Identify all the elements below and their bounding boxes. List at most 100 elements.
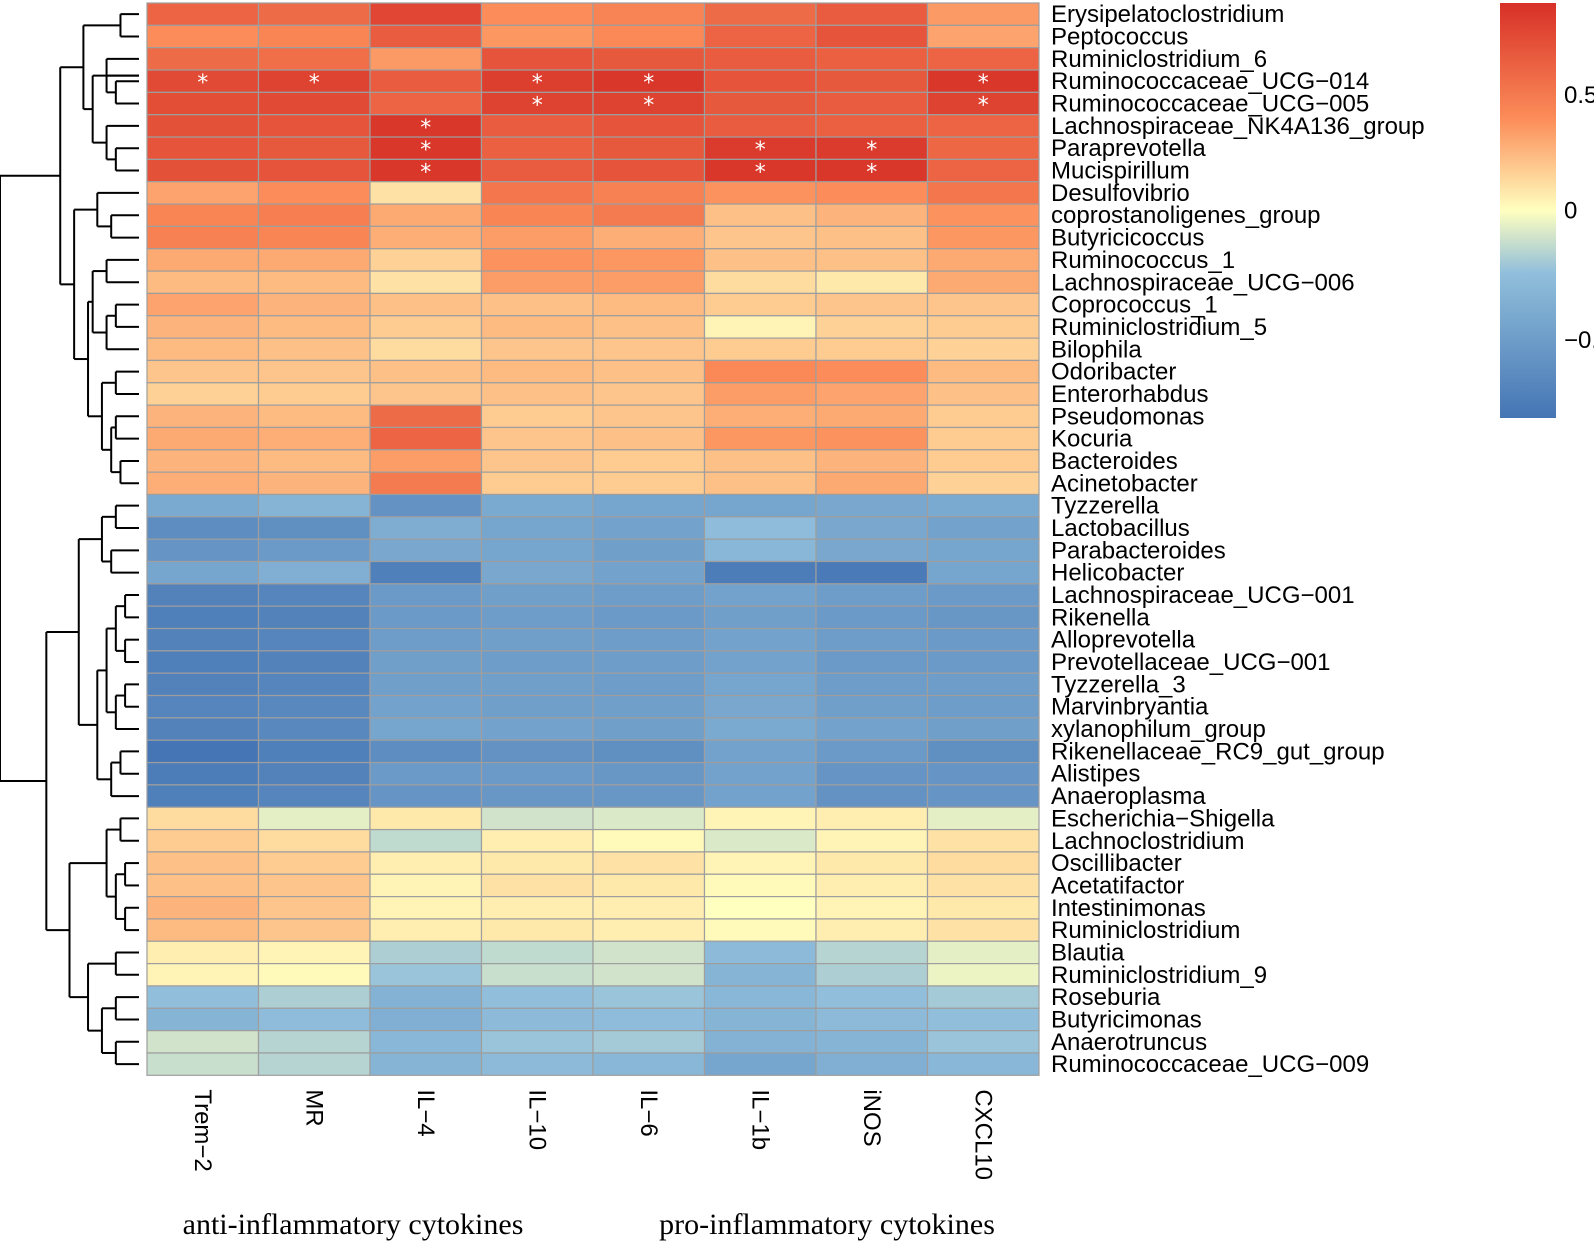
heatmap-cell <box>480 560 594 585</box>
heatmap-cell <box>703 650 817 674</box>
heatmap-cell <box>369 560 483 585</box>
heatmap-cell <box>146 873 260 898</box>
heatmap-cell <box>369 828 483 853</box>
heatmap-cell <box>703 985 817 1009</box>
heatmap-cell <box>592 940 706 965</box>
heatmap-cell <box>480 158 594 183</box>
heatmap-cell <box>146 449 260 473</box>
row-label: Ruminiclostridium_9 <box>1051 962 1267 989</box>
row-label: Alloprevotella <box>1051 627 1196 654</box>
heatmap-cell <box>480 672 594 697</box>
heatmap-cell <box>257 895 371 920</box>
heatmap-cell <box>592 739 706 764</box>
heatmap-cell <box>369 248 483 272</box>
heatmap-cell <box>369 69 483 93</box>
heatmap-cell <box>146 181 260 205</box>
significance-star: * <box>643 71 654 96</box>
heatmap-cell <box>480 739 594 764</box>
heatmap-cell <box>815 449 929 473</box>
column-label: IL−10 <box>523 1089 550 1150</box>
heatmap-cell <box>592 650 706 674</box>
heatmap-cell <box>926 538 1040 563</box>
significance-star: * <box>978 71 989 96</box>
heatmap-cell <box>369 382 483 406</box>
heatmap-cell <box>926 516 1040 540</box>
heatmap-cell <box>815 248 929 272</box>
heatmap-cell <box>257 873 371 898</box>
heatmap-cell <box>480 963 594 987</box>
heatmap-cell <box>257 315 371 339</box>
heatmap-cell <box>146 47 260 71</box>
heatmap-cell <box>146 583 260 607</box>
heatmap-cell <box>926 136 1040 160</box>
heatmap-cell <box>369 203 483 227</box>
heatmap-cell <box>815 851 929 875</box>
row-label: Tyzzerella_3 <box>1051 671 1186 698</box>
heatmap-cell <box>369 605 483 630</box>
heatmap-cell <box>480 918 594 942</box>
heatmap-cell <box>369 806 483 831</box>
row-label: Ruminococcaceae_UCG−009 <box>1051 1051 1369 1078</box>
row-label: Helicobacter <box>1051 560 1184 587</box>
heatmap-cell <box>926 181 1040 205</box>
heatmap-cell <box>480 1030 594 1054</box>
heatmap-cell <box>592 158 706 183</box>
heatmap-cell <box>369 694 483 719</box>
heatmap-cell <box>146 895 260 920</box>
heatmap-cell <box>257 583 371 607</box>
heatmap-cell <box>592 382 706 406</box>
heatmap-cell <box>926 583 1040 607</box>
heatmap-cell <box>480 248 594 272</box>
heatmap-cell <box>592 538 706 563</box>
heatmap-cell <box>592 1052 706 1076</box>
heatmap-cell <box>926 963 1040 987</box>
heatmap-cell <box>592 136 706 160</box>
heatmap-cell <box>146 739 260 764</box>
heatmap-cell <box>703 672 817 697</box>
heatmap-cell <box>369 426 483 451</box>
heatmap-cell <box>926 739 1040 764</box>
heatmap-cell <box>369 359 483 384</box>
heatmap-cell <box>257 694 371 719</box>
heatmap-cell <box>592 248 706 272</box>
heatmap-cell <box>257 493 371 518</box>
heatmap-cell <box>815 940 929 965</box>
heatmap-cell <box>703 69 817 93</box>
row-label: Anaerotruncus <box>1051 1029 1207 1056</box>
heatmap-cell <box>703 1007 817 1032</box>
heatmap-cell <box>703 560 817 585</box>
heatmap-cell <box>592 270 706 295</box>
heatmap-cell <box>815 806 929 831</box>
significance-star: * <box>866 161 877 186</box>
heatmap-cell <box>592 426 706 451</box>
heatmap-cell <box>146 292 260 317</box>
heatmap-cell <box>257 672 371 697</box>
heatmap-cell <box>369 270 483 295</box>
heatmap-cell <box>480 203 594 227</box>
heatmap-cell <box>815 493 929 518</box>
heatmap-cell <box>815 985 929 1009</box>
heatmap-cell <box>703 918 817 942</box>
heatmap-cell <box>369 516 483 540</box>
heatmap-cell <box>815 382 929 406</box>
heatmap-cell <box>703 940 817 965</box>
heatmap-cell <box>703 516 817 540</box>
heatmap-cell <box>369 337 483 362</box>
heatmap-cell <box>592 851 706 875</box>
row-label: Prevotellaceae_UCG−001 <box>1051 649 1331 676</box>
row-label: Parabacteroides <box>1051 537 1226 564</box>
significance-star: * <box>420 161 431 186</box>
heatmap-cell <box>592 493 706 518</box>
heatmap-cell <box>815 538 929 563</box>
heatmap-cell <box>926 493 1040 518</box>
heatmap-cell <box>592 605 706 630</box>
heatmap-cell <box>480 806 594 831</box>
heatmap-cell <box>815 426 929 451</box>
heatmap-cell <box>703 851 817 875</box>
heatmap-cell <box>592 806 706 831</box>
row-label: Enterorhabdus <box>1051 381 1208 408</box>
heatmap-cell <box>592 873 706 898</box>
heatmap-cell <box>257 560 371 585</box>
row-label: Butyricimonas <box>1051 1006 1202 1033</box>
